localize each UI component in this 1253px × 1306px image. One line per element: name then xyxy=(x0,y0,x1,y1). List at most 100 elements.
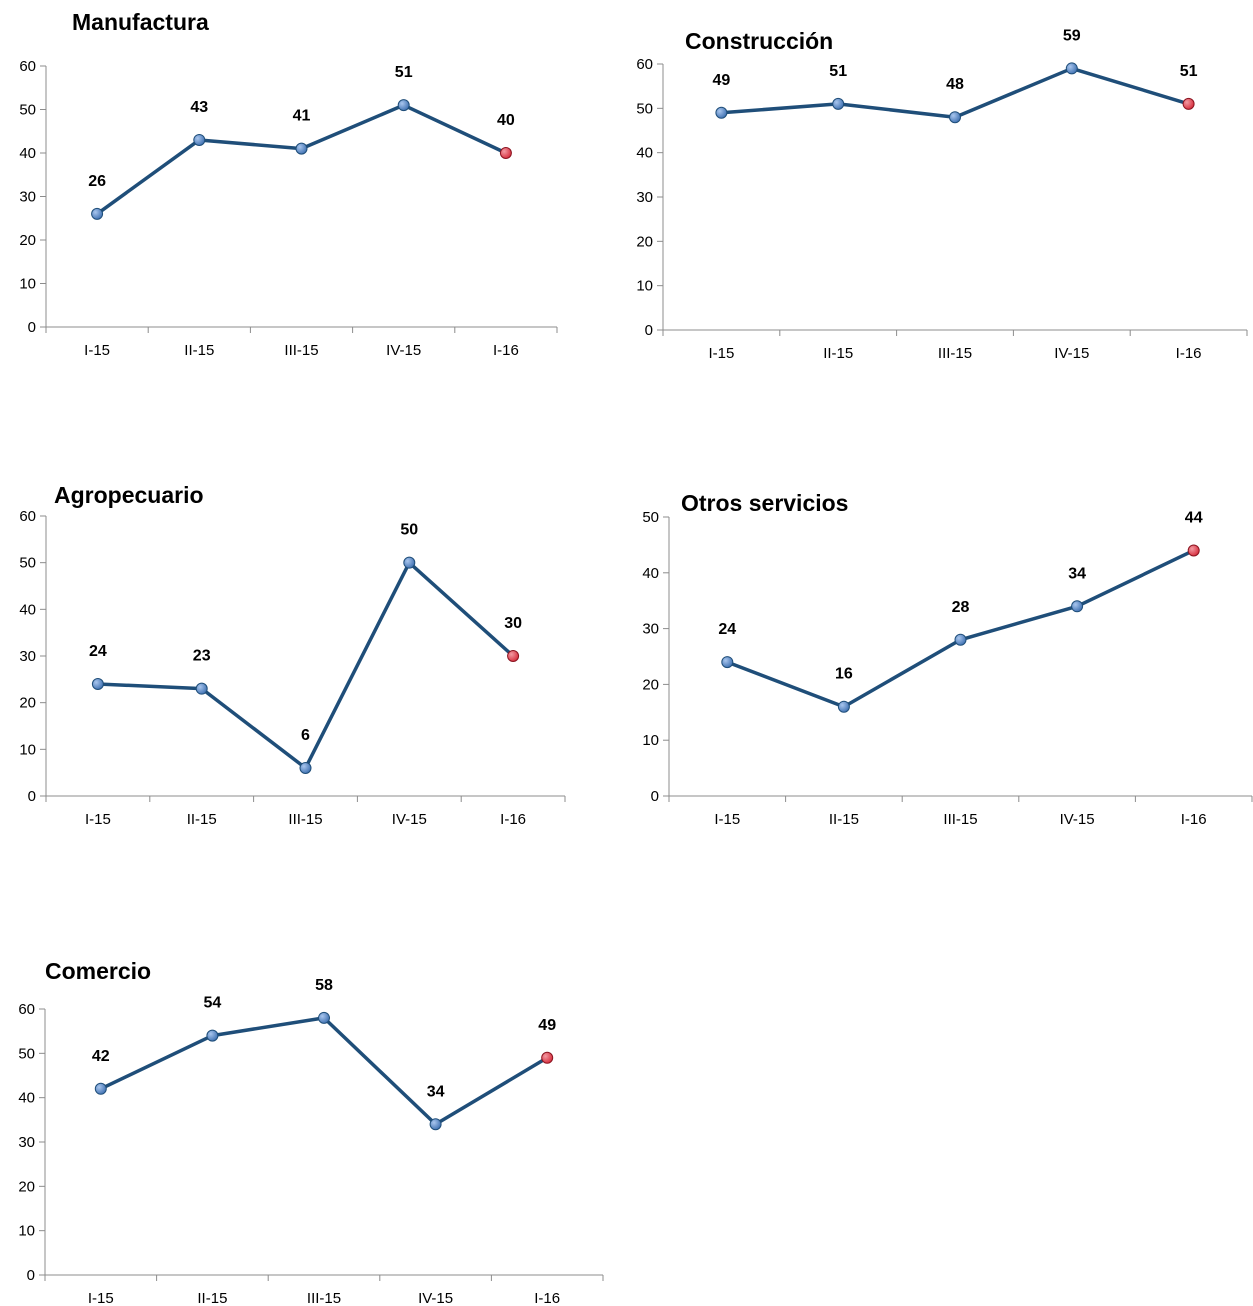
series-line xyxy=(100,1016,549,1127)
y-tick-label: 50 xyxy=(642,509,659,526)
data-point xyxy=(403,556,416,569)
y-tick-label: 40 xyxy=(19,145,36,162)
data-point xyxy=(206,1029,219,1042)
x-tick-label: I-15 xyxy=(88,1290,114,1306)
y-tick-label: 0 xyxy=(651,788,659,805)
data-label: 28 xyxy=(952,599,970,616)
x-tick-label: II-15 xyxy=(197,1290,227,1306)
x-tick-label: III-15 xyxy=(938,345,972,362)
y-tick-label: 10 xyxy=(19,276,36,293)
data-label: 23 xyxy=(193,648,211,665)
y-tick-label: 20 xyxy=(642,676,659,693)
chart-agropecuario: Agropecuario 0 10 20 30 40 50 60 I-15 II-15 III-1… xyxy=(0,0,620,840)
y-tick-label: 50 xyxy=(18,1045,35,1062)
y-tick-label: 0 xyxy=(645,322,653,339)
data-label: 48 xyxy=(946,76,964,93)
x-tick-label: I-16 xyxy=(500,811,526,828)
data-point xyxy=(1071,600,1084,613)
x-tick-label: III-15 xyxy=(943,811,977,828)
data-point xyxy=(195,682,208,695)
y-tick-label: 0 xyxy=(28,319,36,336)
y-tick-label: 10 xyxy=(636,278,653,295)
x-tick-label: III-15 xyxy=(307,1290,341,1306)
x-tick-label: III-15 xyxy=(288,811,322,828)
data-label: 49 xyxy=(538,1017,556,1034)
data-point xyxy=(837,700,850,713)
data-point xyxy=(1065,62,1078,75)
x-tick-label: I-15 xyxy=(708,345,734,362)
chart-manufactura: Manufactura 0 10 20 30 40 50 60 I-15 II-15 III-15… xyxy=(0,0,620,370)
x-tick-label: IV-15 xyxy=(386,342,421,359)
x-tick-label: I-15 xyxy=(714,811,740,828)
data-label: 24 xyxy=(89,643,107,660)
data-label: 50 xyxy=(400,522,418,539)
data-point xyxy=(397,99,410,112)
data-point xyxy=(1182,97,1195,110)
y-tick-label: 40 xyxy=(18,1090,35,1107)
chart-title: Manufactura xyxy=(72,9,209,35)
data-point xyxy=(507,650,520,662)
y-tick-label: 20 xyxy=(19,695,36,712)
data-point xyxy=(954,633,967,646)
chart-title: Comercio xyxy=(45,958,152,984)
data-label: 34 xyxy=(427,1083,445,1100)
x-tick-label: II-15 xyxy=(184,342,214,359)
y-tick-label: 60 xyxy=(19,58,36,75)
data-label: 51 xyxy=(1180,63,1198,80)
y-tick-label: 30 xyxy=(18,1134,35,1151)
y-tick-label: 20 xyxy=(18,1178,35,1195)
data-label: 51 xyxy=(829,63,847,80)
y-tick-label: 60 xyxy=(18,1001,35,1018)
x-tick-label: I-16 xyxy=(493,342,519,359)
y-tick-label: 10 xyxy=(19,741,36,758)
x-tick-label: IV-15 xyxy=(392,811,427,828)
x-tick-label: II-15 xyxy=(829,811,859,828)
data-label: 16 xyxy=(835,666,853,683)
chart-plot: 0 10 20 30 40 50 60 I-15 II-15 III-15 IV-15 I-16 26 4… xyxy=(19,58,558,359)
data-label: 59 xyxy=(1063,27,1081,44)
chart-otros-servicios: Otros servicios 0 10 20 30 40 50 I-15 II-15 III-… xyxy=(642,490,1253,828)
y-tick-label: 0 xyxy=(28,788,36,805)
x-tick-label: IV-15 xyxy=(1060,811,1095,828)
x-tick-label: I-16 xyxy=(1176,345,1202,362)
y-tick-label: 10 xyxy=(642,732,659,749)
data-point xyxy=(1187,544,1200,557)
x-tick-label: II-15 xyxy=(187,811,217,828)
x-tick-label: I-16 xyxy=(1181,811,1207,828)
y-tick-label: 60 xyxy=(636,56,653,73)
y-tick-label: 30 xyxy=(636,189,653,206)
chart-title: Agropecuario xyxy=(54,482,204,508)
data-point xyxy=(715,106,728,119)
y-tick-label: 60 xyxy=(19,508,36,525)
data-point xyxy=(949,111,961,124)
x-tick-label: IV-15 xyxy=(418,1290,453,1306)
chart-plot: 0 10 20 30 40 50 I-15 II-15 III-15 IV-15 I-16 24 16 2… xyxy=(642,509,1253,828)
y-tick-label: 10 xyxy=(18,1223,35,1240)
x-tick-label: III-15 xyxy=(284,342,318,359)
data-label: 24 xyxy=(718,621,736,638)
data-point xyxy=(91,678,104,690)
series-line xyxy=(726,548,1195,709)
data-label: 34 xyxy=(1068,565,1086,582)
data-point xyxy=(299,762,312,774)
data-point xyxy=(91,207,104,220)
chart-comercio: Comercio 0 10 20 30 40 50 60 I-15 II-15 III-15 IV-… xyxy=(0,0,620,1306)
data-point xyxy=(295,142,308,155)
y-tick-label: 30 xyxy=(19,189,36,206)
chart-construccion: Construcción 0 10 20 30 40 50 60 I-15 II-15 III-1… xyxy=(0,0,1253,370)
chart-title: Construcción xyxy=(685,28,834,54)
chart-plot: 0 10 20 30 40 50 60 I-15 II-15 III-15 IV-15 I-16 49 5… xyxy=(636,27,1248,362)
x-tick-label: I-15 xyxy=(85,811,111,828)
y-tick-label: 50 xyxy=(19,102,36,119)
data-point xyxy=(429,1118,442,1131)
y-tick-label: 20 xyxy=(19,232,36,249)
data-label: 42 xyxy=(92,1048,110,1065)
data-label: 43 xyxy=(190,99,208,116)
y-tick-label: 40 xyxy=(19,601,36,618)
y-tick-label: 30 xyxy=(642,621,659,638)
x-tick-label: II-15 xyxy=(823,345,853,362)
data-label: 26 xyxy=(88,173,106,190)
chart-plot: 0 10 20 30 40 50 60 I-15 II-15 III-15 IV-15 I-16 42 5… xyxy=(18,977,604,1306)
data-label: 30 xyxy=(504,615,522,632)
data-label: 51 xyxy=(395,64,413,81)
